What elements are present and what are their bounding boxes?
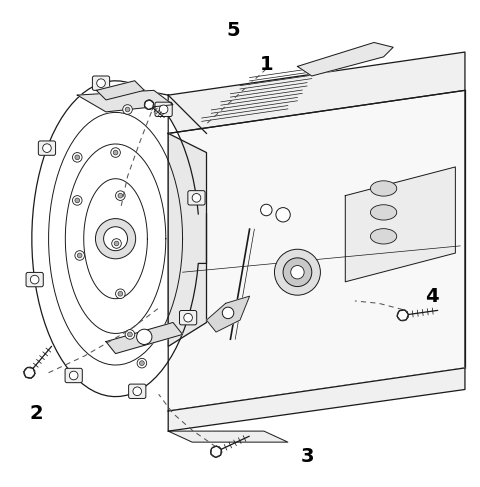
Circle shape <box>77 253 82 258</box>
Circle shape <box>112 239 121 248</box>
Circle shape <box>276 207 290 222</box>
Circle shape <box>133 387 142 395</box>
Text: 2: 2 <box>30 404 43 423</box>
Circle shape <box>283 258 312 286</box>
Circle shape <box>144 100 154 110</box>
Circle shape <box>72 152 82 162</box>
Circle shape <box>137 329 152 344</box>
Circle shape <box>72 196 82 205</box>
FancyBboxPatch shape <box>129 384 146 398</box>
Polygon shape <box>345 167 456 282</box>
Circle shape <box>137 358 147 368</box>
Circle shape <box>275 249 321 295</box>
Polygon shape <box>168 431 288 442</box>
Circle shape <box>75 155 80 160</box>
Circle shape <box>125 330 135 339</box>
Polygon shape <box>168 368 465 431</box>
Circle shape <box>96 79 105 88</box>
Circle shape <box>140 361 144 366</box>
FancyBboxPatch shape <box>188 190 205 205</box>
FancyBboxPatch shape <box>38 141 56 155</box>
Circle shape <box>96 219 136 259</box>
Circle shape <box>192 193 201 202</box>
Circle shape <box>261 204 272 216</box>
Polygon shape <box>32 81 206 396</box>
Circle shape <box>70 371 78 380</box>
Polygon shape <box>168 52 465 133</box>
Text: 3: 3 <box>300 447 314 466</box>
Circle shape <box>144 100 154 110</box>
Circle shape <box>114 241 119 246</box>
Polygon shape <box>206 296 250 332</box>
Text: 1: 1 <box>260 55 273 74</box>
Circle shape <box>210 446 222 457</box>
Circle shape <box>184 313 192 322</box>
Polygon shape <box>298 42 393 76</box>
Polygon shape <box>106 322 182 354</box>
Text: 5: 5 <box>226 21 240 40</box>
Circle shape <box>147 102 152 107</box>
Circle shape <box>24 367 35 378</box>
Circle shape <box>125 107 130 112</box>
Circle shape <box>116 191 125 201</box>
FancyBboxPatch shape <box>93 76 109 91</box>
FancyBboxPatch shape <box>26 272 43 287</box>
Circle shape <box>159 105 168 113</box>
Circle shape <box>43 144 51 152</box>
Circle shape <box>75 251 84 260</box>
FancyBboxPatch shape <box>180 311 197 325</box>
Ellipse shape <box>371 181 397 196</box>
Ellipse shape <box>371 205 397 220</box>
Polygon shape <box>77 91 173 112</box>
Circle shape <box>128 332 132 337</box>
Circle shape <box>113 150 118 155</box>
Polygon shape <box>96 81 144 100</box>
Ellipse shape <box>371 229 397 244</box>
FancyBboxPatch shape <box>155 102 172 116</box>
Circle shape <box>116 289 125 299</box>
Text: 4: 4 <box>425 287 438 306</box>
Circle shape <box>111 148 120 157</box>
Polygon shape <box>168 133 206 346</box>
Circle shape <box>118 291 123 296</box>
Circle shape <box>118 193 123 198</box>
Circle shape <box>30 275 39 284</box>
Circle shape <box>222 307 234 318</box>
Circle shape <box>397 310 408 321</box>
Circle shape <box>104 227 128 251</box>
FancyBboxPatch shape <box>65 368 82 383</box>
Polygon shape <box>168 91 465 411</box>
Circle shape <box>123 105 132 114</box>
Circle shape <box>291 265 304 279</box>
Circle shape <box>75 198 80 203</box>
